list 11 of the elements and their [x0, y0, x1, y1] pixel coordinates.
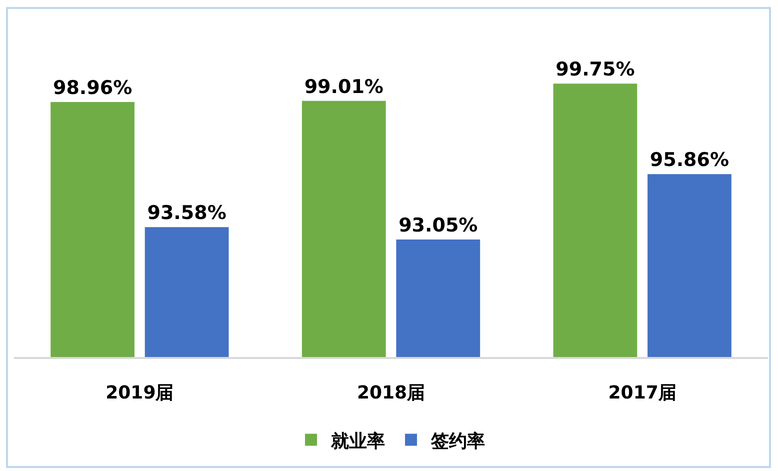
data-label: 95.86%: [650, 149, 730, 172]
data-label: 93.58%: [147, 202, 226, 224]
x-tick-label: 2019届: [106, 382, 174, 404]
x-tick-label: 2018届: [356, 382, 426, 404]
legend-label: 签约率: [430, 430, 485, 452]
data-label: 93.05%: [398, 214, 478, 236]
x-tick-label: 2017届: [608, 382, 676, 404]
data-label: 99.01%: [304, 76, 384, 98]
legend-label: 就业率: [330, 430, 385, 452]
data-label: 99.75%: [556, 58, 635, 81]
data-label: 98.96%: [52, 77, 132, 99]
